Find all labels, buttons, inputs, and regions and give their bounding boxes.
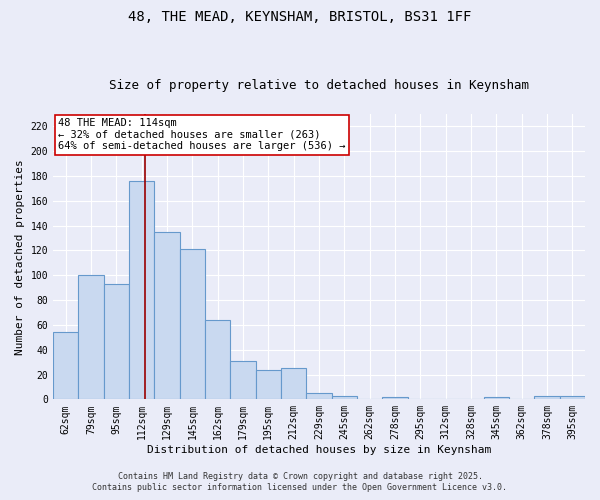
Bar [230, 361, 256, 400]
Bar [281, 368, 307, 400]
Bar [154, 232, 179, 400]
Bar [179, 249, 205, 400]
Bar [535, 396, 560, 400]
Bar [256, 370, 281, 400]
Bar [79, 276, 104, 400]
Text: 48, THE MEAD, KEYNSHAM, BRISTOL, BS31 1FF: 48, THE MEAD, KEYNSHAM, BRISTOL, BS31 1F… [128, 10, 472, 24]
Bar [560, 396, 585, 400]
Title: Size of property relative to detached houses in Keynsham: Size of property relative to detached ho… [109, 79, 529, 92]
Bar [104, 284, 129, 400]
X-axis label: Distribution of detached houses by size in Keynsham: Distribution of detached houses by size … [147, 445, 491, 455]
Bar [307, 393, 332, 400]
Bar [484, 397, 509, 400]
Y-axis label: Number of detached properties: Number of detached properties [15, 159, 25, 354]
Text: 48 THE MEAD: 114sqm
← 32% of detached houses are smaller (263)
64% of semi-detac: 48 THE MEAD: 114sqm ← 32% of detached ho… [58, 118, 346, 152]
Bar [205, 320, 230, 400]
Text: Contains HM Land Registry data © Crown copyright and database right 2025.
Contai: Contains HM Land Registry data © Crown c… [92, 472, 508, 492]
Bar [332, 396, 357, 400]
Bar [53, 332, 79, 400]
Bar [382, 397, 407, 400]
Bar [129, 181, 154, 400]
